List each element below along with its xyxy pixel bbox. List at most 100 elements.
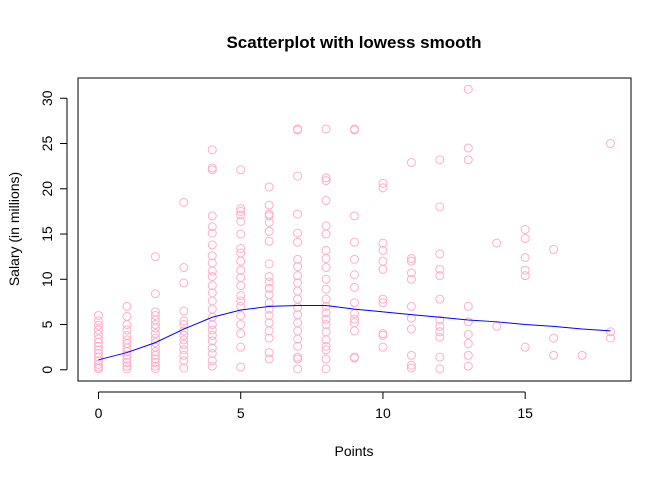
scatter-point	[236, 329, 246, 339]
y-tick-label: 20	[39, 181, 55, 197]
scatter-point	[207, 336, 217, 346]
scatter-point	[236, 342, 246, 352]
scatter-point	[321, 294, 331, 304]
scatter-point	[179, 356, 189, 366]
scatter-point	[406, 313, 416, 323]
scatter-point	[264, 348, 274, 358]
scatter-point	[179, 316, 189, 326]
scatter-point	[236, 320, 246, 330]
scatter-point	[93, 325, 103, 335]
scatter-point	[435, 294, 445, 304]
y-tick-label: 5	[39, 320, 55, 328]
scatter-point	[179, 278, 189, 288]
x-tick-label: 15	[517, 405, 533, 421]
scatter-point	[321, 263, 331, 273]
scatter-point	[293, 286, 303, 296]
scatter-point	[435, 249, 445, 259]
x-axis: 0 5 10 15	[95, 391, 533, 421]
scatter-point	[321, 253, 331, 263]
scatter-point	[179, 330, 189, 340]
scatter-point	[463, 339, 473, 349]
scatter-point	[606, 333, 616, 343]
scatter-point	[264, 182, 274, 192]
scatter-point	[350, 211, 359, 221]
scatter-point	[236, 244, 246, 254]
scatter-point	[378, 178, 388, 188]
scatter-point	[236, 256, 246, 266]
scatter-point	[350, 298, 359, 308]
scatter-point	[321, 345, 331, 355]
scatter-point	[264, 310, 274, 320]
scatter-point	[350, 326, 359, 336]
scatter-point	[350, 282, 359, 292]
x-tick-label: 10	[375, 405, 391, 421]
scatter-point	[150, 310, 160, 320]
scatter-point	[93, 359, 103, 369]
scatter-point	[179, 339, 189, 349]
y-tick-label: 10	[39, 271, 55, 287]
scatter-point	[463, 155, 473, 165]
scatter-point	[179, 345, 189, 355]
scatter-point	[150, 347, 160, 357]
scatter-point	[150, 315, 160, 325]
scatter-point	[264, 290, 274, 300]
scatter-point	[435, 321, 445, 331]
scatter-point	[150, 320, 160, 330]
scatter-point	[207, 281, 217, 291]
scatter-point	[321, 327, 331, 337]
scatter-point	[378, 329, 388, 339]
scatter-point	[207, 356, 217, 366]
scatter-point	[207, 211, 217, 221]
scatter-point	[264, 226, 274, 236]
scatter-point	[150, 329, 160, 339]
scatter-point	[293, 310, 303, 320]
scatter-point	[264, 304, 274, 314]
scatter-point	[406, 363, 416, 373]
scatter-point	[150, 364, 160, 374]
scatter-point	[293, 326, 303, 336]
scatter-point	[293, 352, 303, 362]
scatter-point	[435, 332, 445, 342]
scatter-point	[350, 309, 359, 319]
scatter-point	[520, 271, 530, 281]
chart-title: Scatterplot with lowess smooth	[226, 33, 481, 52]
scatter-point	[321, 176, 331, 186]
scatter-point	[264, 277, 274, 287]
scatter-point	[179, 263, 189, 273]
scatter-point	[207, 330, 217, 340]
scatter-point	[378, 183, 388, 193]
scatter-point	[435, 271, 445, 281]
scatter-point	[378, 256, 388, 266]
scatter-point	[350, 124, 359, 134]
scatter-point	[293, 318, 303, 328]
y-tick-label: 15	[39, 226, 55, 242]
scatter-point	[321, 320, 331, 330]
scatter-point	[207, 288, 217, 298]
scatter-point	[606, 139, 616, 149]
scatter-point	[463, 361, 473, 371]
scatter-point	[207, 343, 217, 353]
scatter-point	[350, 270, 359, 280]
scatter-point	[549, 333, 559, 343]
scatter-point	[321, 221, 331, 231]
scatter-point	[264, 272, 274, 282]
scatter-point	[207, 228, 217, 238]
scatter-point	[463, 329, 473, 339]
scatter-point	[293, 271, 303, 281]
scatter-point	[520, 253, 530, 263]
scatter-point	[435, 364, 445, 374]
scatter-point	[293, 171, 303, 181]
scatter-point	[321, 124, 331, 134]
scatter-point	[350, 237, 359, 247]
lowess-smooth	[98, 305, 611, 361]
scatter-point	[378, 298, 388, 308]
scatter-point	[122, 335, 132, 345]
scatter-point	[236, 216, 246, 226]
scatter-point	[293, 341, 303, 351]
scatter-point	[122, 361, 132, 371]
y-axis: 0 5 10 15 20 25 30	[39, 90, 68, 374]
scatter-point	[293, 364, 303, 374]
scatter-point	[236, 281, 246, 291]
scatter-point	[93, 329, 103, 339]
